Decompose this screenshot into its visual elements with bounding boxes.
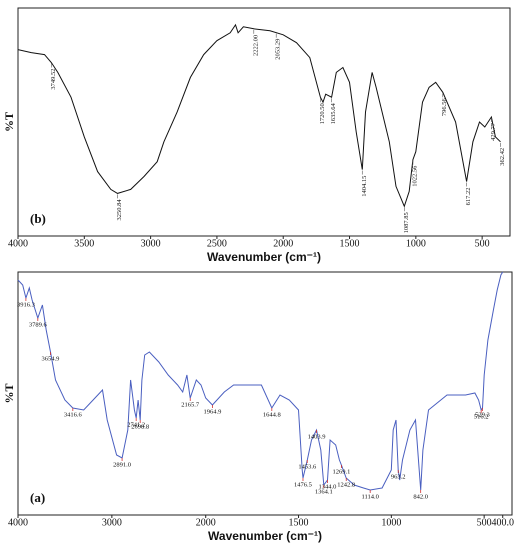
- x-tick-label: 2500: [207, 238, 227, 249]
- x-tick-label: 400.0: [491, 517, 514, 528]
- peak-label: 529.3: [475, 411, 490, 418]
- x-tick-label: 4000: [8, 517, 28, 528]
- peak-label: 3749.52: [50, 69, 57, 90]
- peak-label: 2053.29: [275, 39, 282, 60]
- plot-frame: [17, 7, 511, 237]
- peak-label: 842.0: [413, 493, 428, 500]
- peak-label: 1269.1: [332, 468, 350, 475]
- x-tick-label: 1000: [406, 238, 426, 249]
- peak-label: 1344.0: [319, 483, 337, 490]
- x-axis-label: Wavenumber (cm⁻¹): [208, 529, 322, 543]
- peak-label: 796.56: [441, 98, 448, 117]
- peak-label: 516.2: [474, 413, 489, 420]
- peak-label: 1453.6: [298, 463, 317, 470]
- peak-label: 1022.56: [411, 165, 418, 187]
- x-tick-label: 500: [477, 517, 492, 528]
- x-tick-label: 2000: [196, 517, 216, 528]
- x-axis-label: Wavenumber (cm⁻¹): [207, 250, 321, 264]
- peak-label: 1114.0: [361, 493, 378, 500]
- x-tick-label: 3000: [102, 517, 122, 528]
- x-tick-label: 1500: [289, 517, 309, 528]
- peak-label: 1720.50: [319, 103, 326, 124]
- peak-label: 617.22: [465, 187, 472, 205]
- peak-label: 3654.9: [42, 355, 60, 362]
- peak-label: 1403.9: [308, 433, 326, 440]
- peak-label: 2891.0: [113, 461, 131, 468]
- peak-label: 429.77: [490, 122, 497, 141]
- panel-label: (a): [30, 490, 45, 505]
- peak-label: 2741.2: [127, 421, 145, 428]
- peak-label: 1476.5: [294, 481, 312, 488]
- peak-label: 362.42: [499, 148, 506, 166]
- peak-label: 3789.6: [29, 321, 48, 328]
- peak-label: 1242.8: [337, 481, 355, 488]
- x-tick-label: 1000: [381, 517, 401, 528]
- peak-label: 1635.64: [330, 102, 337, 124]
- peak-label: 3250.84: [116, 199, 123, 221]
- peak-label: 2165.7: [181, 401, 200, 408]
- peak-label: 3416.6: [64, 411, 83, 418]
- x-tick-label: 3500: [74, 238, 94, 249]
- peak-label: 1404.15: [361, 176, 368, 197]
- peak-label: 2698.8: [131, 423, 149, 430]
- panel-label: (b): [30, 211, 46, 226]
- y-axis-label: %T: [2, 383, 16, 403]
- peak-label: 963.2: [391, 473, 406, 480]
- x-tick-label: 2000: [273, 238, 293, 249]
- x-tick-label: 1500: [340, 238, 360, 249]
- peak-label: 1364.1: [315, 488, 333, 495]
- x-tick-label: 4000: [8, 238, 28, 249]
- spectrum-line: [17, 23, 501, 208]
- peak-label: 2222.00: [252, 35, 259, 56]
- x-tick-label: 3000: [141, 238, 161, 249]
- spectrum-line: [17, 271, 504, 491]
- peak-label: 1964.9: [203, 408, 221, 415]
- peak-label: 3916.3: [17, 301, 35, 308]
- peak-label: 1644.8: [263, 411, 281, 418]
- x-tick-label: 500: [475, 238, 490, 249]
- peak-label: 1087.85: [403, 212, 410, 233]
- y-axis-label: %T: [2, 112, 16, 132]
- plot-frame: [17, 271, 513, 516]
